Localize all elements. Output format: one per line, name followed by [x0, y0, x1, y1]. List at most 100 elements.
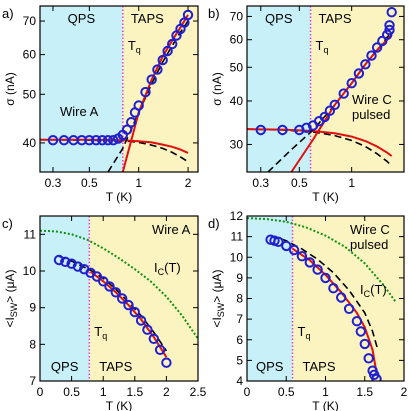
- y-tick-label: 4: [236, 374, 243, 388]
- y-tick-label: 70: [23, 14, 37, 28]
- data-point: [281, 240, 292, 252]
- x-tick-label: 0.5: [63, 385, 80, 399]
- x-tick-label: 2: [163, 385, 170, 399]
- data-point: [312, 264, 323, 275]
- data-point: [359, 338, 370, 350]
- y-tick-label: 7: [236, 312, 243, 326]
- wire-annotation: pulsed: [352, 107, 390, 122]
- x-tick-label: 0.5: [278, 385, 295, 399]
- x-tick-label: 0.3: [252, 176, 269, 190]
- y-axis-label: σ (nA): [210, 72, 224, 105]
- y-tick-label: 11: [231, 230, 244, 244]
- data-point: [91, 271, 103, 282]
- taps-label: TAPS: [99, 359, 132, 374]
- x-tick-label: 0: [37, 385, 44, 399]
- wire-annotation: Wire C: [352, 92, 392, 107]
- data-point: [110, 287, 122, 298]
- plot-frame: [39, 5, 199, 173]
- plot-frame: [246, 5, 405, 173]
- data-point: [102, 135, 114, 146]
- panel-4: 0 0.5 1 1.5 2 4 5 6 7 8 9 10 11 12 T (K) <ISW> (μA) d) QP…: [208, 209, 408, 411]
- taps-label: TAPS: [303, 359, 336, 374]
- data-point: [296, 251, 308, 262]
- data-point: [301, 122, 312, 134]
- data-point: [142, 324, 153, 335]
- data-point: [343, 303, 355, 314]
- x-tick-label: 0.5: [291, 176, 308, 190]
- taps-region: [89, 216, 198, 381]
- data-point: [162, 45, 173, 57]
- data-point: [371, 42, 383, 53]
- data-point: [288, 244, 300, 256]
- y-tick-label: 11: [24, 227, 37, 241]
- data-point: [329, 99, 340, 111]
- x-tick-label: 0.3: [45, 176, 62, 190]
- data-point: [273, 236, 284, 248]
- ic-curve: [247, 217, 397, 304]
- data-point: [129, 306, 141, 318]
- qps-label: QPS: [256, 359, 284, 374]
- plot-frame: [39, 215, 199, 382]
- data-point: [121, 124, 133, 135]
- y-axis-label: σ (nA): [3, 72, 17, 105]
- x-tick-label: 1: [100, 385, 107, 399]
- data-point: [384, 20, 395, 31]
- panel-1: 0.3 0.5 1 2 40 50 60 70 T (K) σ (nA) a) QPS TAPS Tq Wi…: [2, 5, 199, 204]
- data-point: [104, 281, 115, 292]
- x-axis-label: T (K): [312, 190, 338, 204]
- qps-red-fit: [247, 128, 393, 157]
- panel-3: 0 0.5 1 1.5 2 2.5 7 8 9 10 11 T (K) <ISW> (μA) c) QPS T…: [2, 215, 207, 411]
- qps-region: [40, 216, 90, 381]
- data-point: [135, 315, 147, 326]
- taps-region: [122, 6, 198, 172]
- data-point: [117, 293, 128, 304]
- ic-label: IC(T): [154, 260, 181, 277]
- x-tick-label: 0.5: [81, 176, 98, 190]
- taps-label: TAPS: [131, 11, 164, 26]
- y-tick-label: 9: [236, 271, 243, 285]
- taps-region: [292, 216, 404, 381]
- x-tick-label: 1: [135, 176, 142, 190]
- data-point: [338, 88, 349, 99]
- y-tick-label: 12: [230, 209, 244, 223]
- data-point: [320, 272, 331, 284]
- data-point: [152, 64, 163, 75]
- x-tick-label: 1: [348, 176, 355, 190]
- data-point: [355, 326, 366, 337]
- y-axis-label: <ISW> (μA): [3, 269, 19, 327]
- data-point: [304, 257, 315, 268]
- y-tick-label: 30: [230, 137, 244, 151]
- data-point: [366, 50, 377, 61]
- data-point: [108, 135, 119, 146]
- taps-label: TAPS: [319, 11, 352, 26]
- panel-label: c): [2, 216, 13, 231]
- taps-red-fit: [291, 247, 378, 373]
- data-point: [126, 117, 137, 128]
- y-tick-label: 7: [29, 374, 36, 388]
- panel-label: b): [208, 6, 220, 21]
- wire-annotation: pulsed: [350, 237, 388, 252]
- taps-dash-fit: [270, 234, 379, 349]
- y-tick-label: 10: [230, 250, 244, 264]
- data-point: [58, 135, 70, 146]
- data-point: [371, 373, 382, 381]
- y-tick-label: 9: [29, 301, 36, 315]
- y-tick-label: 60: [230, 33, 244, 47]
- ic-label: IC(T): [360, 282, 387, 299]
- data-point: [161, 357, 172, 368]
- data-point: [377, 35, 388, 47]
- x-axis-label: T (K): [106, 190, 132, 204]
- data-point: [255, 124, 266, 136]
- panel-label: a): [2, 6, 14, 21]
- x-tick-label: 2.5: [190, 385, 207, 399]
- qps-label: QPS: [68, 11, 96, 26]
- data-point: [140, 86, 151, 98]
- data-point: [47, 135, 59, 146]
- y-tick-label: 10: [23, 264, 37, 278]
- wire-annotation: Wire A: [60, 104, 99, 119]
- taps-red-fit: [89, 270, 168, 358]
- ic-curve: [40, 229, 198, 340]
- data-point: [319, 111, 330, 123]
- wire-annotation: Wire A: [152, 222, 191, 237]
- y-tick-label: 5: [236, 353, 243, 367]
